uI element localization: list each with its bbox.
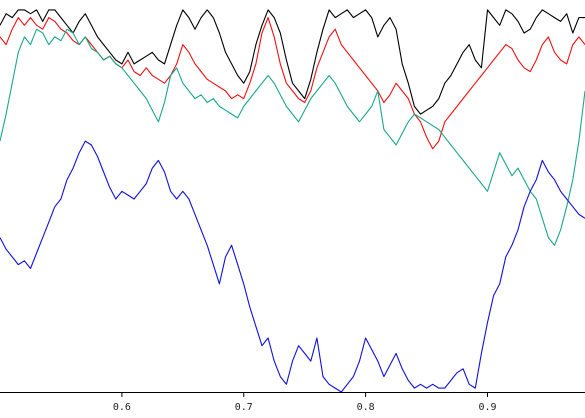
x-tick-label: 0.6 (113, 402, 131, 413)
series-line-3 (0, 140, 585, 393)
x-tick-label: 0.7 (235, 402, 253, 413)
x-tick-label: 0.9 (478, 402, 496, 413)
series-line-2 (0, 28, 585, 246)
x-axis-ticks: 0.6 0.7 0.8 0.9 (113, 392, 497, 413)
x-tick-label: 0.8 (357, 402, 375, 413)
series-line-0 (0, 9, 585, 115)
series-layer (0, 9, 585, 393)
